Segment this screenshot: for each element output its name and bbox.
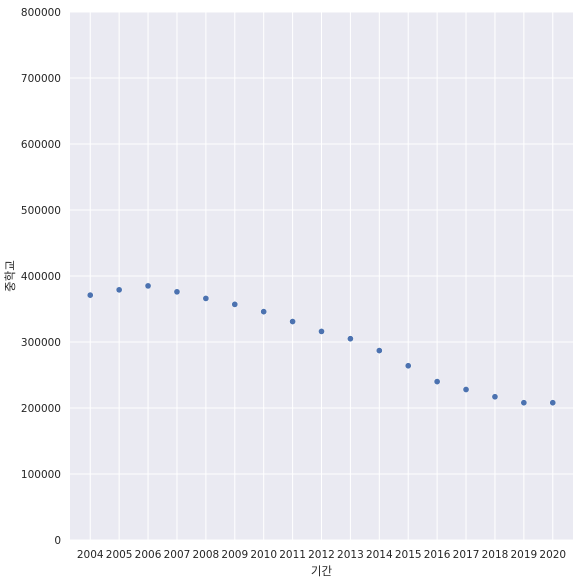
x-tick-label: 2006 bbox=[135, 549, 162, 561]
data-point bbox=[462, 386, 470, 393]
y-tick-labels: 0 100000 200000 300000 400000 500000 600000 700… bbox=[21, 7, 61, 547]
x-tick-label: 2015 bbox=[395, 549, 422, 561]
y-tick-label: 0 bbox=[54, 535, 61, 547]
x-tick-label: 2010 bbox=[250, 549, 277, 561]
x-tick-label: 2004 bbox=[77, 549, 104, 561]
x-tick-label: 2013 bbox=[337, 549, 364, 561]
y-axis-label: 중학교 bbox=[3, 260, 17, 292]
data-point bbox=[173, 288, 181, 296]
data-point bbox=[86, 291, 94, 299]
x-tick-label: 2011 bbox=[279, 549, 306, 561]
x-tick-label: 2008 bbox=[193, 549, 220, 561]
data-point bbox=[115, 286, 123, 294]
x-tick-label: 2017 bbox=[453, 549, 480, 561]
x-tick-label: 2012 bbox=[308, 549, 335, 561]
data-point bbox=[260, 308, 268, 315]
data-point bbox=[491, 393, 499, 401]
y-tick-label: 700000 bbox=[21, 73, 61, 85]
y-tick-label: 300000 bbox=[21, 337, 61, 349]
grid-lines bbox=[70, 11, 573, 541]
data-point bbox=[202, 295, 210, 302]
y-tick-label: 600000 bbox=[21, 139, 61, 151]
x-tick-labels: 2004 2005 2006 2007 2008 2009 2010 2011 2012 2013… bbox=[77, 549, 566, 561]
x-tick-label: 2020 bbox=[539, 549, 566, 561]
data-point bbox=[549, 399, 557, 407]
x-tick-label: 2019 bbox=[510, 549, 537, 561]
data-point bbox=[520, 399, 528, 407]
data-point bbox=[318, 328, 325, 335]
data-point bbox=[144, 282, 152, 290]
y-tick-label: 200000 bbox=[21, 403, 61, 415]
data-points bbox=[86, 282, 557, 407]
data-point bbox=[404, 362, 412, 370]
y-tick-label: 500000 bbox=[21, 205, 61, 217]
x-axis-label: 기간 bbox=[311, 564, 333, 578]
data-point bbox=[375, 347, 383, 354]
x-tick-label: 2014 bbox=[366, 549, 393, 561]
y-tick-label: 400000 bbox=[21, 271, 61, 283]
x-tick-label: 2016 bbox=[424, 549, 451, 561]
data-point bbox=[231, 301, 239, 308]
x-tick-label: 2018 bbox=[482, 549, 509, 561]
x-tick-label: 2005 bbox=[106, 549, 133, 561]
y-tick-label: 800000 bbox=[21, 7, 61, 19]
x-tick-label: 2007 bbox=[164, 549, 191, 561]
x-tick-label: 2009 bbox=[221, 549, 248, 561]
data-point bbox=[433, 378, 441, 385]
data-point bbox=[289, 318, 296, 325]
data-point bbox=[347, 335, 354, 343]
y-tick-label: 100000 bbox=[21, 469, 61, 481]
